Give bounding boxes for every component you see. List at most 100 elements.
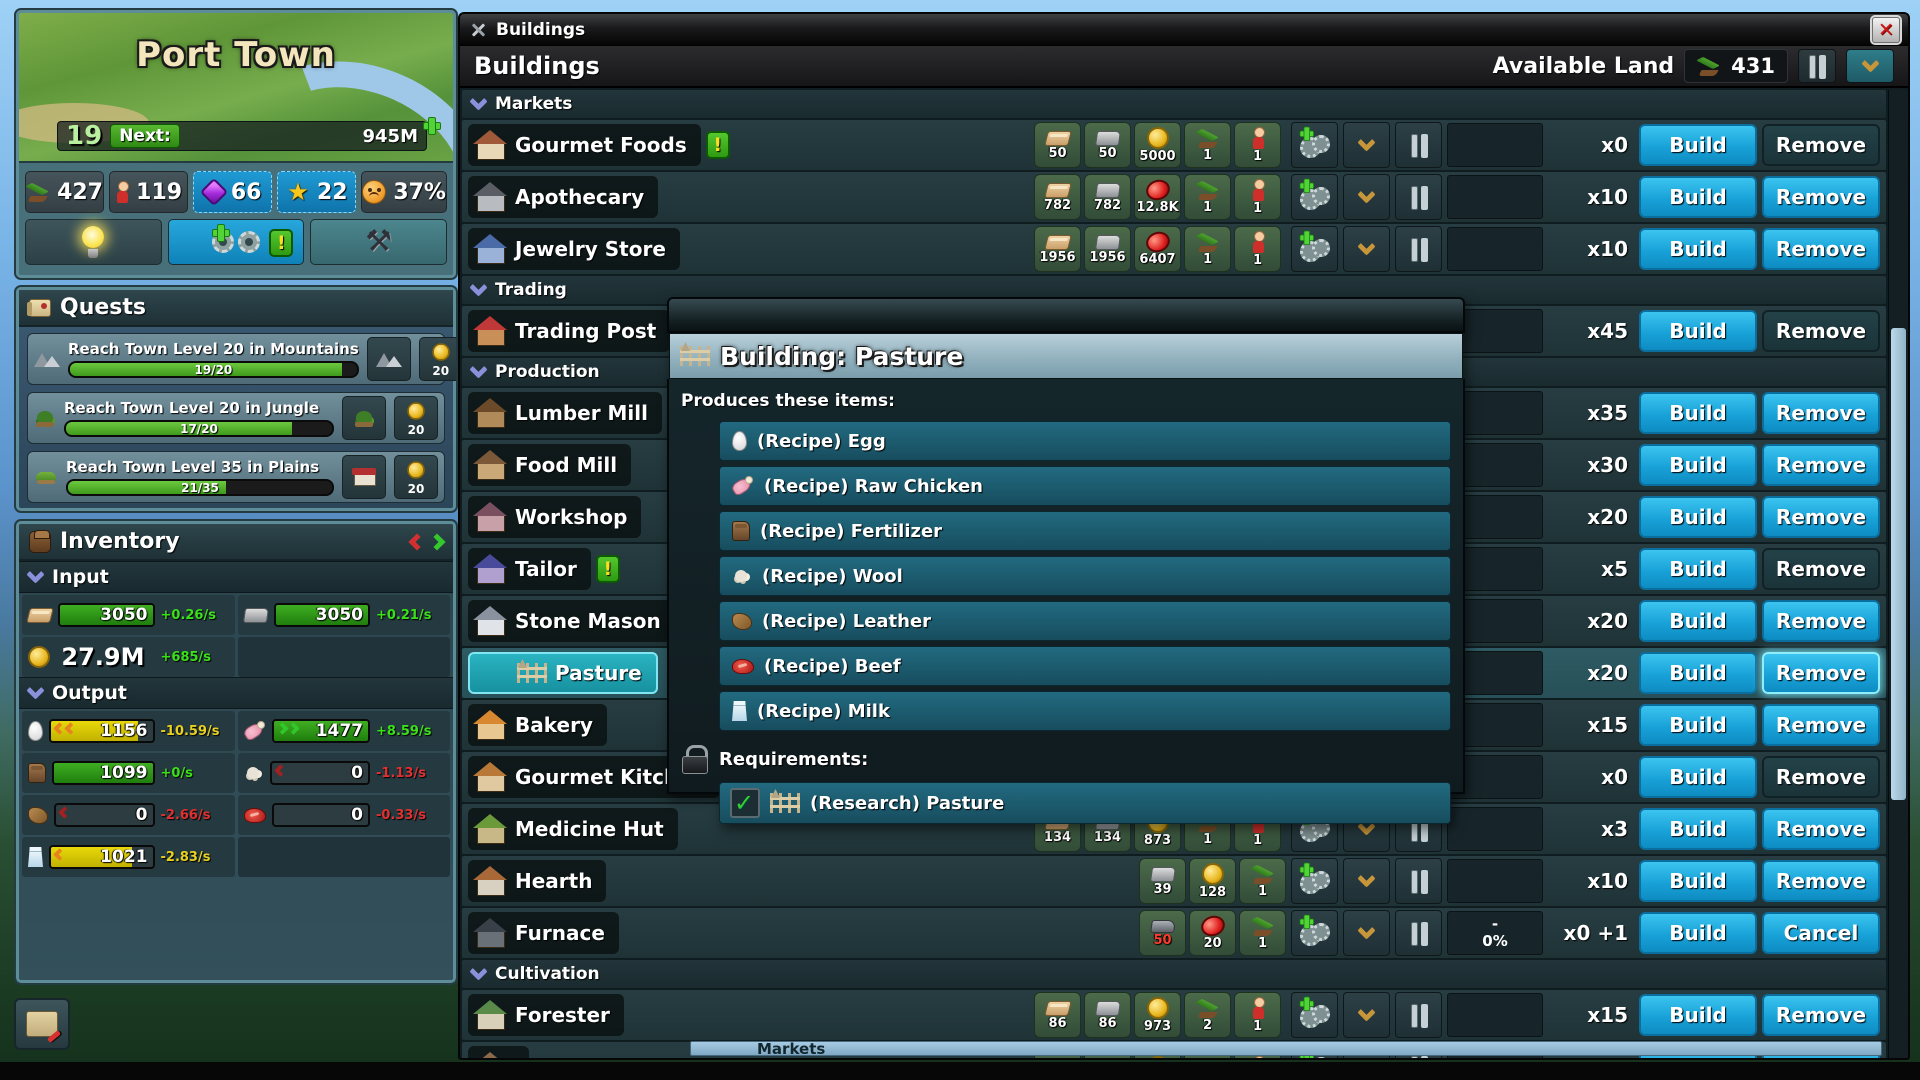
recipes-button[interactable] — [1291, 858, 1338, 904]
collapse-button[interactable] — [1343, 858, 1390, 904]
build-button[interactable]: Build — [1639, 808, 1757, 850]
build-button[interactable]: Build — [1639, 704, 1757, 746]
inventory-next-icon[interactable] — [428, 533, 446, 550]
remove-button[interactable]: Remove — [1762, 176, 1880, 218]
recipe-row[interactable]: (Recipe) Beef — [719, 646, 1451, 686]
building-row-furnace[interactable]: Furnace 50 20 1 -0% x0 +1 Build Cancel — [462, 908, 1886, 958]
remove-button[interactable]: Remove — [1762, 496, 1880, 538]
map-edit-button[interactable] — [14, 998, 70, 1050]
pause-button[interactable] — [1395, 858, 1442, 904]
cost-value: 86 — [1048, 1015, 1067, 1031]
build-button[interactable]: Build — [1639, 860, 1757, 902]
build-button[interactable]: Build — [1639, 444, 1757, 486]
resource-star[interactable]: 22 — [277, 171, 357, 213]
remove-button[interactable]: Remove — [1762, 704, 1880, 746]
recipes-button[interactable] — [1291, 122, 1338, 168]
building-row-jewelry-store[interactable]: Jewelry Store 1956 1956 6407 1 1 x10 Build Remov… — [462, 224, 1886, 274]
remove-button[interactable]: Remove — [1762, 310, 1880, 352]
cost-value: 1 — [1252, 253, 1263, 268]
remove-button[interactable]: Remove — [1762, 756, 1880, 798]
collapse-button[interactable] — [1343, 226, 1390, 272]
build-button[interactable]: Build — [1639, 912, 1757, 954]
build-button[interactable]: Build — [1639, 310, 1757, 352]
vertical-scrollbar[interactable] — [1888, 90, 1908, 1058]
quest-row[interactable]: Reach Town Level 20 in Jungle 17/20 20 — [27, 392, 445, 444]
collapse-button[interactable] — [1343, 910, 1390, 956]
remove-button[interactable]: Remove — [1762, 548, 1880, 590]
remove-button[interactable]: Remove — [1762, 652, 1880, 694]
section-cultivation[interactable]: Cultivation — [462, 960, 1886, 988]
build-button[interactable]: Build — [1639, 994, 1757, 1036]
resource-gem[interactable]: 66 — [193, 171, 273, 213]
build-button[interactable]: Build — [1639, 124, 1757, 166]
window-subheader: Buildings Available Land 431 — [460, 46, 1908, 88]
inventory-section-input[interactable]: Input — [19, 561, 453, 593]
build-button[interactable]: Build — [1639, 600, 1757, 642]
pause-all-button[interactable] — [1798, 49, 1836, 83]
recipe-row[interactable]: (Recipe) Egg — [719, 421, 1451, 461]
recipes-button[interactable] — [1291, 910, 1338, 956]
section-label: Trading — [495, 280, 567, 300]
remove-button[interactable]: Remove — [1762, 994, 1880, 1036]
recipe-row[interactable]: (Recipe) Milk — [719, 691, 1451, 731]
remove-button[interactable]: Remove — [1762, 600, 1880, 642]
recipes-button[interactable] — [1291, 174, 1338, 220]
pause-button[interactable] — [1395, 226, 1442, 272]
inventory-item-fertilizer: 1099 +0/s — [22, 753, 235, 793]
building-row-gourmet-foods[interactable]: Gourmet Foods! 50 50 5000 1 1 x0 Build Remove — [462, 120, 1886, 170]
build-button[interactable]: Build — [1639, 392, 1757, 434]
item-value: 0 — [135, 805, 148, 825]
level-plus-icon[interactable] — [423, 117, 441, 135]
pause-button[interactable] — [1395, 174, 1442, 220]
recipe-row[interactable]: (Recipe) Wool — [719, 556, 1451, 596]
section-markets[interactable]: Markets — [462, 90, 1886, 118]
inventory-section-output[interactable]: Output — [19, 677, 453, 709]
quests-title: Quests — [60, 295, 146, 320]
production-button[interactable]: ! — [167, 219, 305, 265]
quest-main: Reach Town Level 20 in Mountains 19/20 — [68, 340, 359, 378]
collapse-button[interactable] — [1343, 122, 1390, 168]
recipe-row[interactable]: (Recipe) Leather — [719, 601, 1451, 641]
quest-row[interactable]: Reach Town Level 20 in Mountains 19/20 20 — [27, 333, 463, 385]
built-count: x20 — [1587, 661, 1628, 685]
collapse-all-button[interactable] — [1846, 49, 1894, 83]
recipes-button[interactable] — [1291, 226, 1338, 272]
pause-button[interactable] — [1395, 992, 1442, 1038]
building-row-apothecary[interactable]: Apothecary 782 782 12.8K 1 1 x10 Build Remove — [462, 172, 1886, 222]
remove-button[interactable]: Remove — [1762, 392, 1880, 434]
build-button[interactable]: Build — [1639, 652, 1757, 694]
scrollbar-thumb[interactable] — [1891, 328, 1906, 800]
item-beef-icon — [243, 807, 266, 823]
build-button[interactable]: Build — [1639, 548, 1757, 590]
window-titlebar[interactable]: Buildings ✕ — [460, 14, 1908, 46]
recipe-row[interactable]: (Recipe) Fertilizer — [719, 511, 1451, 551]
collapse-button[interactable] — [1343, 992, 1390, 1038]
remove-button[interactable]: Remove — [1762, 444, 1880, 486]
building-row-hearth[interactable]: Hearth 39 128 1 x10 Build Remove — [462, 856, 1886, 906]
pause-button[interactable] — [1395, 122, 1442, 168]
requirement-row[interactable]: (Research) Pasture — [719, 782, 1451, 824]
remove-button[interactable]: Remove — [1762, 228, 1880, 270]
collapse-button[interactable] — [1343, 174, 1390, 220]
close-button[interactable]: ✕ — [1870, 14, 1902, 45]
quest-row[interactable]: Reach Town Level 35 in Plains 21/35 20 — [27, 451, 445, 503]
build-button[interactable]: Build — [1639, 228, 1757, 270]
research-button[interactable] — [25, 219, 162, 265]
recipe-wool-icon — [732, 567, 752, 585]
build-button[interactable]: Build — [1639, 756, 1757, 798]
recipes-button[interactable] — [1291, 992, 1338, 1038]
build-button[interactable]: Build — [1639, 176, 1757, 218]
remove-button[interactable]: Remove — [1762, 124, 1880, 166]
requirements-list: (Research) Pasture — [679, 782, 1453, 824]
remove-button[interactable]: Remove — [1762, 860, 1880, 902]
pause-button[interactable] — [1395, 910, 1442, 956]
crafting-button[interactable] — [310, 219, 448, 265]
remove-button[interactable]: Remove — [1762, 808, 1880, 850]
building-row-forester[interactable]: Forester 86 86 973 2 1 x15 Build Remove — [462, 990, 1886, 1040]
recipe-row[interactable]: (Recipe) Raw Chicken — [719, 466, 1451, 506]
chevron-down-icon — [1357, 132, 1376, 152]
cancel-button[interactable]: Cancel — [1762, 912, 1880, 954]
inventory-prev-icon[interactable] — [408, 533, 426, 550]
build-button[interactable]: Build — [1639, 496, 1757, 538]
horizontal-scrollbar[interactable]: Markets — [690, 1040, 1882, 1058]
